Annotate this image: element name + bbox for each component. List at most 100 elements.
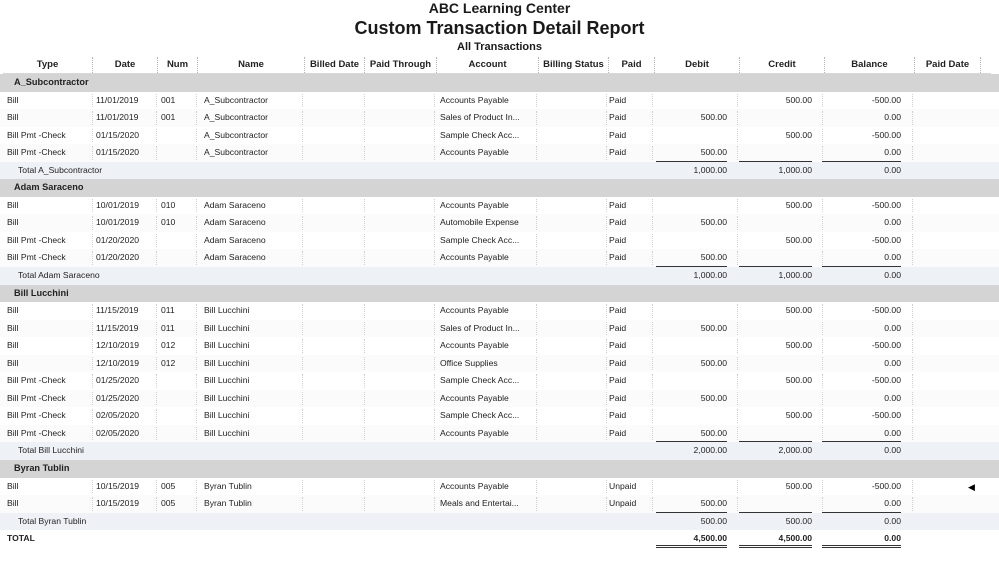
- col-header-debit[interactable]: Debit: [655, 57, 740, 73]
- column-separator: [196, 409, 197, 423]
- column-separator: [302, 251, 303, 266]
- column-separator: [364, 233, 365, 248]
- cell-date: 10/01/2019: [96, 199, 140, 210]
- column-separator: [912, 251, 913, 266]
- group-total-row[interactable]: Total Bill Lucchini 2,000.00 2,000.00 0.00: [0, 442, 999, 461]
- table-row[interactable]: Bill Pmt -Check 01/20/2020 Adam Saraceno Sa…: [0, 232, 999, 250]
- cell-debit: 500.00: [656, 249, 727, 267]
- column-separator: [912, 497, 913, 511]
- col-header-billing-status[interactable]: Billing Status: [539, 57, 609, 73]
- table-row[interactable]: Bill 12/10/2019 012 Bill Lucchini Office Sup…: [0, 354, 999, 373]
- cell-name: A_Subcontractor: [204, 147, 269, 158]
- cell-num: 005: [161, 498, 176, 509]
- column-separator: [912, 356, 913, 371]
- table-row[interactable]: Bill 11/15/2019 011 Bill Lucchini Sales of P…: [0, 319, 999, 338]
- col-header-name[interactable]: Name: [198, 57, 305, 73]
- column-separator: [606, 321, 607, 336]
- col-header-credit[interactable]: Credit: [740, 57, 825, 73]
- column-separator: [606, 391, 607, 406]
- cell-credit: 500.00: [785, 480, 812, 491]
- column-separator: [434, 128, 435, 143]
- column-separator: [606, 409, 607, 423]
- column-separator: [652, 304, 653, 318]
- cell-credit: [739, 249, 812, 267]
- col-header-num[interactable]: Num: [158, 57, 198, 73]
- group-total-row[interactable]: Total Byran Tublin 500.00 500.00 0.00: [0, 512, 999, 531]
- cell-date: 01/25/2020: [96, 375, 140, 386]
- col-header-paid-date[interactable]: Paid Date: [915, 57, 981, 73]
- table-row[interactable]: Bill Pmt -Check 01/15/2020 A_Subcontractor…: [0, 127, 999, 145]
- column-separator: [912, 339, 913, 353]
- group-header-row[interactable]: Adam Saraceno: [0, 179, 999, 197]
- column-separator: [196, 93, 197, 108]
- grand-total-row[interactable]: TOTAL 4,500.00 4,500.00 0.00: [0, 530, 999, 549]
- column-separator: [606, 216, 607, 230]
- column-separator: [302, 111, 303, 125]
- table-row[interactable]: Bill Pmt -Check 02/05/2020 Bill Lucchini Ac…: [0, 424, 999, 443]
- col-header-balance[interactable]: Balance: [825, 57, 915, 73]
- cell-num: [161, 249, 195, 267]
- col-header-billed-date[interactable]: Billed Date: [305, 57, 365, 73]
- table-row[interactable]: Bill Pmt -Check 01/20/2020 Adam Saraceno Ac…: [0, 249, 999, 268]
- table-row[interactable]: Bill Pmt -Check 01/15/2020 A_Subcontractor…: [0, 144, 999, 162]
- column-separator: [912, 304, 913, 318]
- col-header-type[interactable]: Type: [3, 57, 93, 73]
- table-row[interactable]: Bill Pmt -Check 01/25/2020 Bill Lucchini Sa…: [0, 372, 999, 390]
- column-separator: [652, 356, 653, 371]
- table-row[interactable]: Bill Pmt -Check 02/05/2020 Bill Lucchini Sa…: [0, 407, 999, 425]
- column-separator: [652, 111, 653, 125]
- group-header-row[interactable]: A_Subcontractor: [0, 74, 999, 92]
- column-separator: [652, 146, 653, 160]
- cell-paid: Paid: [609, 129, 627, 140]
- cell-credit: 500.00: [785, 515, 812, 526]
- cell-date: 10/15/2019: [96, 480, 140, 491]
- cell-type: Bill Pmt -Check: [7, 427, 66, 438]
- column-separator: [536, 497, 537, 511]
- cell-name: A_Subcontractor: [204, 94, 269, 105]
- col-header-paid[interactable]: Paid: [609, 57, 655, 73]
- column-separator: [434, 111, 435, 125]
- col-header-date[interactable]: Date: [93, 57, 158, 73]
- cell-paid: Paid: [609, 199, 627, 210]
- table-row[interactable]: Bill 10/01/2019 010 Adam Saraceno Accounts P…: [0, 197, 999, 215]
- column-separator: [536, 93, 537, 108]
- column-separator: [364, 111, 365, 125]
- column-separator: [434, 374, 435, 388]
- cell-account: Automobile Expense: [440, 217, 519, 228]
- cell-credit: 1,000.00: [778, 164, 812, 175]
- table-row[interactable]: Bill 10/01/2019 010 Adam Saraceno Automobile…: [0, 214, 999, 232]
- table-row[interactable]: Bill 11/15/2019 011 Bill Lucchini Accounts P…: [0, 302, 999, 320]
- table-row[interactable]: Bill 12/10/2019 012 Bill Lucchini Accounts P…: [0, 337, 999, 355]
- column-separator: [364, 304, 365, 318]
- cell-type: Bill: [7, 217, 19, 228]
- group-total-label: Total Bill Lucchini: [18, 445, 84, 456]
- column-separator: [822, 128, 823, 143]
- group-header-row[interactable]: Bill Lucchini: [0, 284, 999, 303]
- col-header-paid-through[interactable]: Paid Through: [365, 57, 437, 73]
- table-row[interactable]: Bill 11/01/2019 001 A_Subcontractor Sales of…: [0, 109, 999, 127]
- group-total-row[interactable]: Total Adam Saraceno 1,000.00 1,000.00 0.00: [0, 267, 999, 285]
- report-title: Custom Transaction Detail Report: [354, 18, 645, 38]
- column-separator: [434, 426, 435, 441]
- column-separator: [434, 497, 435, 511]
- column-separator: [652, 391, 653, 406]
- table-row[interactable]: Bill 10/15/2019 005 Byran Tublin Meals and E…: [0, 495, 999, 513]
- cell-name: A_Subcontractor: [204, 129, 269, 140]
- table-row[interactable]: Bill Pmt -Check 01/25/2020 Bill Lucchini Ac…: [0, 389, 999, 408]
- column-separator: [737, 374, 738, 388]
- cell-name: Bill Lucchini: [204, 392, 250, 403]
- cell-account: Sample Check Acc...: [440, 129, 520, 140]
- group-header-row[interactable]: Byran Tublin: [0, 460, 999, 478]
- cell-debit: 1,000.00: [693, 270, 727, 281]
- table-row[interactable]: Bill 11/01/2019 001 A_Subcontractor Accounts…: [0, 92, 999, 110]
- cell-balance: 0.00: [884, 112, 901, 123]
- column-separator: [822, 374, 823, 388]
- column-separator: [434, 409, 435, 423]
- cell-date: 10/15/2019: [96, 498, 140, 509]
- column-separator: [652, 409, 653, 423]
- column-separator: [434, 304, 435, 318]
- col-header-account[interactable]: Account: [437, 57, 539, 73]
- table-row[interactable]: Bill 10/15/2019 005 Byran Tublin Accounts Pa…: [0, 478, 999, 496]
- cell-num: [161, 407, 195, 425]
- group-total-row[interactable]: Total A_Subcontractor 1,000.00 1,000.00 0.0…: [0, 161, 999, 180]
